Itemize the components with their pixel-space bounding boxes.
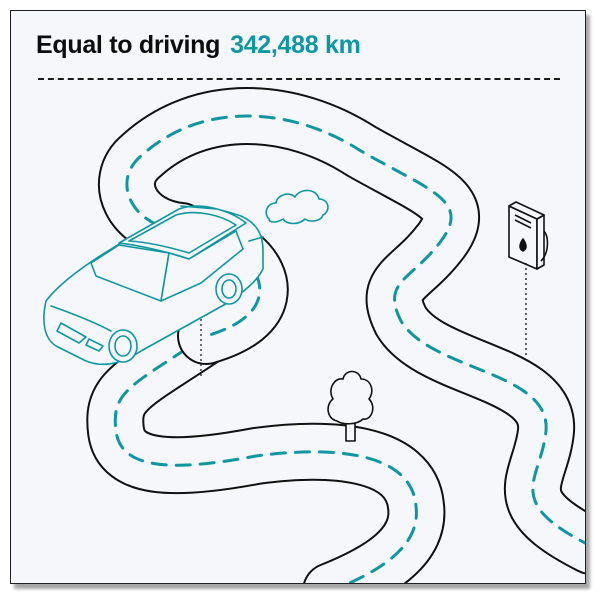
car-icon <box>43 205 264 366</box>
tree-icon <box>327 370 374 442</box>
road-illustration <box>43 87 585 583</box>
winding-road <box>86 87 585 583</box>
infographic-card: Equal to driving 342,488 km <box>10 10 586 584</box>
dashed-divider <box>38 78 560 80</box>
exhaust-cloud-icon <box>265 189 329 225</box>
headline-label: Equal to driving <box>36 31 221 59</box>
headline-value: 342,488 km <box>230 31 361 59</box>
charging-station-icon <box>508 201 549 356</box>
headline: Equal to driving 342,488 km <box>36 31 361 60</box>
